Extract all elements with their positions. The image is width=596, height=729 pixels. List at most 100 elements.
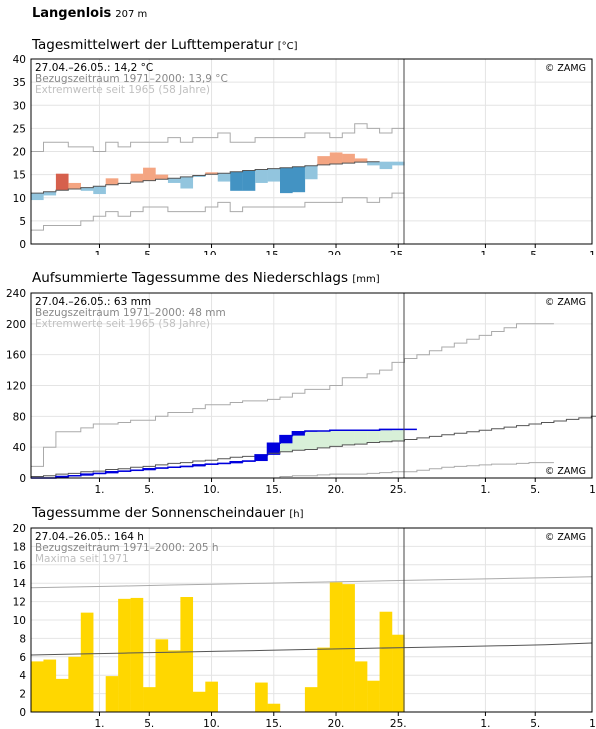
- sun-day-bar: [155, 639, 169, 712]
- temp-ytick-label: 15: [13, 170, 26, 182]
- sun-day-bar: [304, 687, 318, 712]
- precip-surplus-area: [292, 431, 306, 451]
- temp-info-line-3: Extremwerte seit 1965 (58 Jahre): [35, 84, 210, 96]
- temp-day-bar: [317, 156, 330, 165]
- temp-day-bar: [342, 153, 355, 164]
- precip-daily-increment: [267, 443, 281, 455]
- sun-ytick-label: 12: [13, 597, 26, 609]
- precip-daily-increment: [80, 474, 94, 476]
- precip-daily-increment: [230, 461, 243, 464]
- temp-day-bar: [367, 161, 380, 166]
- precip-credit-bottom: © ZAMG: [545, 466, 586, 477]
- sun-day-bar: [143, 687, 156, 712]
- precip-xtick-label: 5.: [144, 484, 154, 496]
- temp-ytick-label: 0: [19, 239, 26, 251]
- precip-xtick-label: 10.: [589, 484, 596, 496]
- precip-surplus-area: [379, 429, 393, 442]
- sunshine-chart: 0 2 4 6 8 10 12 14 16 18 20 1. 5. 10. 15. 20. 25. 1. 5. 10.…: [13, 523, 596, 729]
- temp-reference-line: [31, 161, 380, 194]
- precip-xtick-label: 5.: [530, 484, 540, 496]
- precip-surplus-area: [367, 430, 380, 443]
- sun-day-bar: [31, 661, 44, 712]
- sun-day-bar: [130, 597, 144, 712]
- precip-ytick-label: 200: [6, 319, 26, 331]
- sun-day-bar: [255, 682, 268, 712]
- temp-ytick-label: 25: [13, 123, 26, 135]
- sun-day-bar: [80, 612, 94, 712]
- temp-day-bar: [379, 161, 393, 170]
- sun-xtick-label: 1.: [480, 718, 490, 729]
- station-header: Langenlois 207 m: [32, 6, 147, 21]
- sun-maxima-line: [30, 576, 593, 589]
- temp-xtick-label: 5.: [530, 250, 540, 255]
- precip-ytick-label: 160: [6, 350, 26, 362]
- precipitation-chart-title: Aufsummierte Tagessumme des Niederschlag…: [32, 270, 380, 286]
- temp-xtick-label: 15.: [265, 250, 282, 255]
- temp-xtick-label: 25.: [390, 250, 407, 255]
- precip-minimum-line: [31, 462, 554, 479]
- precip-maximum-line: [31, 323, 554, 467]
- temp-day-bar: [68, 182, 81, 189]
- sun-xtick-label: 15.: [265, 718, 282, 729]
- precip-ytick-label: 80: [13, 411, 26, 423]
- sun-day-bar: [192, 691, 206, 712]
- sun-ytick-label: 18: [13, 541, 26, 553]
- temp-info-line-1: 27.04.–26.05.: 14,2 °C: [35, 62, 153, 74]
- temp-day-bar: [230, 171, 243, 191]
- temp-day-bar: [192, 175, 206, 177]
- temp-credit: © ZAMG: [545, 63, 586, 74]
- temp-day-bar: [143, 167, 156, 181]
- sun-xtick-label: 10.: [203, 718, 220, 729]
- sun-day-bar: [105, 676, 119, 712]
- precip-ytick-label: 0: [19, 473, 26, 485]
- temp-xtick-label: 10.: [589, 250, 596, 255]
- temp-xtick-label: 20.: [328, 250, 345, 255]
- sun-ytick-label: 8: [19, 633, 26, 645]
- sun-ytick-label: 10: [13, 615, 26, 627]
- temp-day-bar: [280, 167, 293, 194]
- temp-day-bar: [304, 165, 318, 180]
- sun-ytick-label: 14: [13, 578, 27, 590]
- precip-xtick-label: 20.: [328, 484, 345, 496]
- sun-xtick-label: 10.: [589, 718, 596, 729]
- precip-daily-increment: [105, 471, 119, 474]
- precip-daily-increment: [192, 464, 206, 467]
- temp-day-bar: [242, 170, 256, 191]
- sun-plot-frame: [30, 527, 593, 713]
- sun-ytick-label: 4: [19, 670, 26, 682]
- sun-info-line-2: Bezugszeitraum 1971–2000: 205 h: [35, 542, 219, 554]
- temp-minimum-line: [31, 192, 405, 231]
- station-altitude: 207 m: [115, 9, 148, 20]
- precip-surplus-area: [392, 429, 405, 441]
- temp-day-bar: [105, 178, 119, 185]
- sun-reference-line: [30, 642, 593, 656]
- temp-ytick-label: 35: [13, 77, 26, 89]
- sun-xtick-label: 5.: [530, 718, 540, 729]
- temp-day-bar: [205, 172, 218, 175]
- precip-ytick-label: 40: [13, 442, 26, 454]
- sun-xtick-label: 25.: [390, 718, 407, 729]
- sun-ytick-label: 0: [19, 707, 26, 719]
- temp-day-bar: [55, 173, 69, 191]
- precip-surplus-area: [317, 430, 330, 448]
- temp-day-bar: [31, 193, 44, 201]
- precip-info-line-1: 27.04.–26.05.: 63 mm: [35, 296, 151, 308]
- precip-daily-increment: [280, 435, 293, 444]
- temp-day-bar: [292, 166, 306, 193]
- temp-ytick-label: 10: [13, 193, 26, 205]
- precip-ytick-label: 120: [6, 381, 26, 393]
- temp-day-bar: [255, 169, 268, 183]
- precip-daily-increment: [292, 431, 306, 436]
- sun-xtick-label: 1.: [94, 718, 104, 729]
- temp-plot-frame: [30, 58, 593, 245]
- sun-day-bar: [317, 647, 330, 712]
- temp-day-bar: [155, 174, 169, 180]
- temp-xtick-label: 1.: [480, 250, 490, 255]
- temp-day-bar: [93, 186, 106, 195]
- temp-ytick-label: 30: [13, 100, 26, 112]
- precip-xtick-label: 25.: [390, 484, 407, 496]
- sunshine-chart-title: Tagessumme der Sonnenscheindauer [h]: [32, 505, 304, 521]
- precip-surplus-area: [329, 430, 343, 447]
- precip-ytick-label: 240: [6, 288, 26, 300]
- precip-credit: © ZAMG: [545, 297, 586, 308]
